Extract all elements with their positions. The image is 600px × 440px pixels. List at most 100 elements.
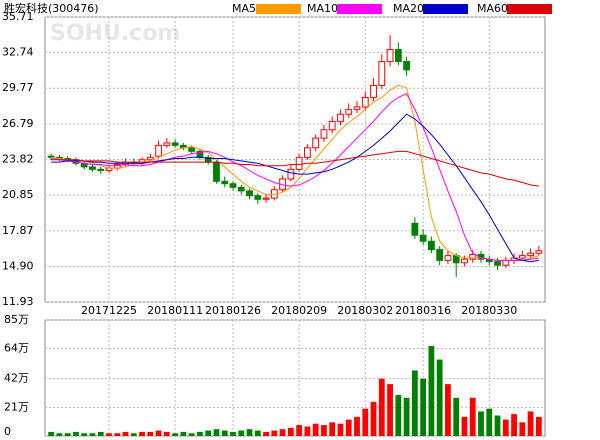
volume-tick-label: 64万 (4, 342, 29, 355)
volume-tick-label: 0 (4, 425, 11, 438)
candle-body (436, 249, 444, 261)
volume-bar (163, 431, 170, 436)
volume-tick-label: 21万 (4, 400, 29, 413)
volume-bar (114, 433, 121, 436)
volume-bar (97, 431, 104, 436)
volume-bar (337, 423, 344, 436)
y-tick-label: 14.90 (2, 259, 34, 272)
legend-label: MA5 (232, 2, 256, 15)
volume-bar (445, 384, 451, 436)
candle-body (419, 234, 427, 242)
candle-body (403, 60, 410, 71)
x-tick-label: 20180330 (461, 304, 517, 317)
volume-bar (106, 433, 112, 436)
candle-body (246, 190, 253, 197)
volume-bar (527, 411, 534, 436)
y-tick-label: 23.82 (2, 153, 34, 166)
x-tick-label: 20180209 (271, 304, 327, 317)
candle-body (163, 142, 171, 146)
volume-bar (428, 345, 435, 436)
candle-body (188, 147, 196, 152)
x-tick-label: 20180302 (337, 304, 393, 317)
volume-bar (395, 395, 402, 436)
candle-body (312, 137, 320, 149)
candle-body (89, 166, 96, 170)
candle-body (370, 84, 377, 98)
ma-line (51, 113, 539, 263)
volume-bar (411, 370, 418, 436)
candle-body (320, 129, 328, 139)
volume-bar (279, 429, 286, 436)
candle-body (304, 147, 311, 158)
volume-bar (188, 433, 195, 436)
volume-bar (197, 431, 203, 436)
candle-body (394, 48, 402, 62)
y-tick-label: 32.74 (2, 46, 34, 59)
volume-bar (48, 431, 55, 436)
candle-body (411, 222, 419, 236)
volume-bar (403, 397, 410, 436)
ma-line (51, 93, 539, 261)
candle-body (262, 197, 270, 200)
volume-bar (221, 430, 228, 436)
volume-bar (321, 425, 327, 436)
volume-bar (296, 425, 303, 436)
volume-bar (263, 431, 269, 436)
legend-label: MA20 (393, 2, 424, 15)
volume-bar (130, 433, 137, 436)
volume-bar (420, 378, 427, 436)
volume-bar (461, 416, 468, 436)
candle-body (502, 259, 510, 266)
x-tick-label: 20180126 (205, 304, 261, 317)
volume-bar (205, 430, 212, 436)
volume-bar (453, 397, 460, 436)
candle-body (535, 250, 543, 254)
candle-body (287, 168, 295, 180)
candle-body (328, 120, 336, 131)
volume-bar (81, 433, 88, 436)
candle-body (461, 258, 468, 264)
candle-body (171, 142, 179, 146)
volume-bar (254, 430, 261, 436)
volume-bar (354, 416, 360, 436)
candle-body (237, 186, 245, 192)
candle-body (494, 261, 501, 266)
candle-body (146, 156, 154, 161)
candle-body (229, 183, 237, 188)
candle-body (428, 240, 435, 251)
volume-bar (271, 430, 278, 436)
candle-body (295, 156, 303, 170)
volume-bar (469, 397, 476, 436)
volume-bar (122, 431, 129, 436)
y-tick-label: 17.87 (2, 224, 34, 237)
candle-body (155, 144, 162, 157)
x-tick-label: 20171225 (81, 304, 137, 317)
legend-label: MA10 (307, 2, 338, 15)
ma-line (51, 84, 540, 261)
candle-body (469, 253, 477, 260)
volume-bar (502, 419, 509, 436)
volume-bar (139, 431, 145, 436)
legend-swatch (337, 4, 382, 14)
x-tick-label: 20180111 (147, 304, 203, 317)
volume-bar (486, 408, 493, 436)
candle-body (97, 168, 105, 172)
candle-body (345, 108, 353, 115)
volume-bar (478, 411, 484, 436)
ma-line (51, 150, 539, 187)
y-tick-label: 35.71 (2, 10, 34, 23)
legend-label: MA60 (477, 2, 508, 15)
volume-bar (287, 427, 294, 436)
candle-body (337, 113, 344, 122)
legend-swatch (423, 4, 468, 14)
volume-bar (535, 416, 542, 436)
volume-bar (519, 422, 526, 436)
candle-body (444, 255, 452, 261)
volume-bar (56, 433, 63, 436)
candle-body (221, 180, 229, 185)
volume-bar (436, 359, 443, 436)
y-tick-label: 11.93 (2, 295, 34, 308)
volume-bar (387, 384, 393, 436)
candle-body (386, 48, 394, 62)
